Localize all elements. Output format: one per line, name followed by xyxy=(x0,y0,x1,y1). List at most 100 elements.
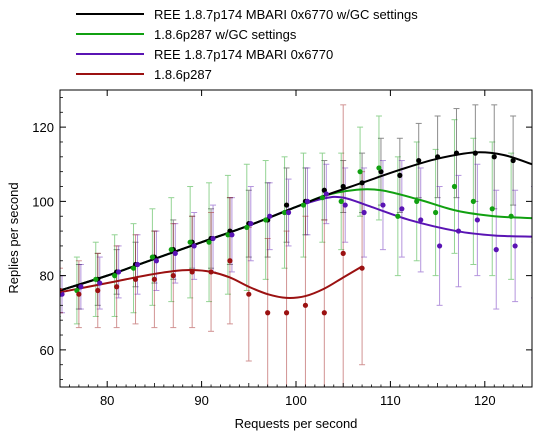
data-point xyxy=(187,239,193,245)
data-point xyxy=(342,202,348,208)
data-point xyxy=(414,198,420,204)
data-point xyxy=(248,221,254,227)
axes: 80 90 100 110 120 60 80 100 120 xyxy=(32,90,533,408)
data-point xyxy=(399,206,405,212)
data-point xyxy=(265,310,271,316)
data-point xyxy=(208,269,214,275)
data-point xyxy=(302,302,309,308)
data-point xyxy=(172,250,178,256)
legend-label: REE 1.8.7p174 MBARI 0x6770 xyxy=(154,47,333,62)
data-point xyxy=(437,243,443,249)
y-tick-label: 120 xyxy=(32,120,54,135)
data-point xyxy=(263,217,269,223)
data-point xyxy=(510,157,516,164)
data-point xyxy=(491,154,497,160)
data-point xyxy=(321,310,327,316)
data-point xyxy=(340,183,346,190)
data-point xyxy=(132,276,139,282)
data-point xyxy=(395,213,401,219)
data-point xyxy=(246,291,252,297)
error-bars xyxy=(60,104,532,387)
fit-lines xyxy=(60,151,532,299)
data-point xyxy=(453,150,460,156)
data-point xyxy=(97,280,103,286)
data-point xyxy=(323,191,329,197)
data-point xyxy=(112,273,118,279)
data-point xyxy=(151,276,157,282)
data-point xyxy=(451,183,458,190)
data-point xyxy=(189,269,195,275)
data-point xyxy=(489,206,495,212)
data-point xyxy=(168,247,174,253)
data-point xyxy=(78,284,84,290)
data-point xyxy=(227,258,233,264)
data-point xyxy=(493,247,499,253)
data-point xyxy=(474,217,480,223)
data-point xyxy=(93,276,99,282)
data-point xyxy=(416,157,422,164)
data-point xyxy=(376,165,382,171)
series-fit-line xyxy=(60,188,532,292)
data-point xyxy=(116,269,122,275)
y-axis-title: Replies per second xyxy=(6,182,21,293)
data-point xyxy=(229,232,235,238)
y-tick-label: 60 xyxy=(40,343,54,358)
series-fit-line xyxy=(60,151,532,292)
data-point xyxy=(380,202,386,208)
data-point xyxy=(153,258,159,264)
data-point xyxy=(206,239,212,245)
legend-label: 1.8.6p287 w/GC settings xyxy=(154,27,297,42)
x-tick-label: 80 xyxy=(100,393,114,408)
data-point xyxy=(470,198,476,204)
data-point xyxy=(283,310,290,316)
x-axis-title: Requests per second xyxy=(235,416,358,431)
data-point xyxy=(76,291,82,297)
data-point xyxy=(114,284,120,290)
data-point xyxy=(244,224,250,230)
legend-label: 1.8.6p287 xyxy=(154,67,212,82)
data-point xyxy=(149,254,155,260)
error-bar xyxy=(60,267,63,314)
series-fit-line xyxy=(60,265,363,299)
data-point xyxy=(433,209,439,216)
legend: REE 1.8.7p174 MBARI 0x6770 w/GC settings… xyxy=(76,7,418,82)
data-point xyxy=(191,243,197,249)
data-point xyxy=(304,198,311,204)
data-point xyxy=(359,265,365,271)
data-point xyxy=(508,213,514,219)
data-point xyxy=(472,150,478,156)
data-point xyxy=(397,172,403,178)
data-points xyxy=(60,150,532,316)
data-point xyxy=(60,291,65,297)
data-point xyxy=(357,169,363,175)
data-point xyxy=(267,213,273,219)
data-point xyxy=(210,235,216,242)
data-point xyxy=(455,228,462,234)
x-tick-label: 90 xyxy=(194,393,208,408)
data-point xyxy=(283,202,290,208)
data-point xyxy=(418,217,424,223)
y-tick-label: 100 xyxy=(32,194,54,209)
data-point xyxy=(338,198,344,204)
plot-frame xyxy=(59,89,533,388)
data-point xyxy=(281,209,288,216)
data-point xyxy=(130,265,137,271)
y-tick-label: 80 xyxy=(40,269,54,284)
data-point xyxy=(435,154,441,160)
data-point xyxy=(134,261,141,268)
data-point xyxy=(359,180,365,186)
data-point xyxy=(285,209,292,216)
data-point xyxy=(512,243,518,249)
x-tick-label: 120 xyxy=(474,393,496,408)
x-tick-label: 110 xyxy=(380,393,401,408)
data-point xyxy=(170,273,176,279)
data-point xyxy=(361,209,367,216)
data-point xyxy=(340,250,346,256)
data-point xyxy=(300,202,307,208)
data-point xyxy=(225,232,231,238)
data-point xyxy=(95,287,101,294)
legend-label: REE 1.8.7p174 MBARI 0x6770 w/GC settings xyxy=(154,7,418,22)
data-point xyxy=(319,195,325,201)
x-tick-label: 100 xyxy=(285,393,307,408)
